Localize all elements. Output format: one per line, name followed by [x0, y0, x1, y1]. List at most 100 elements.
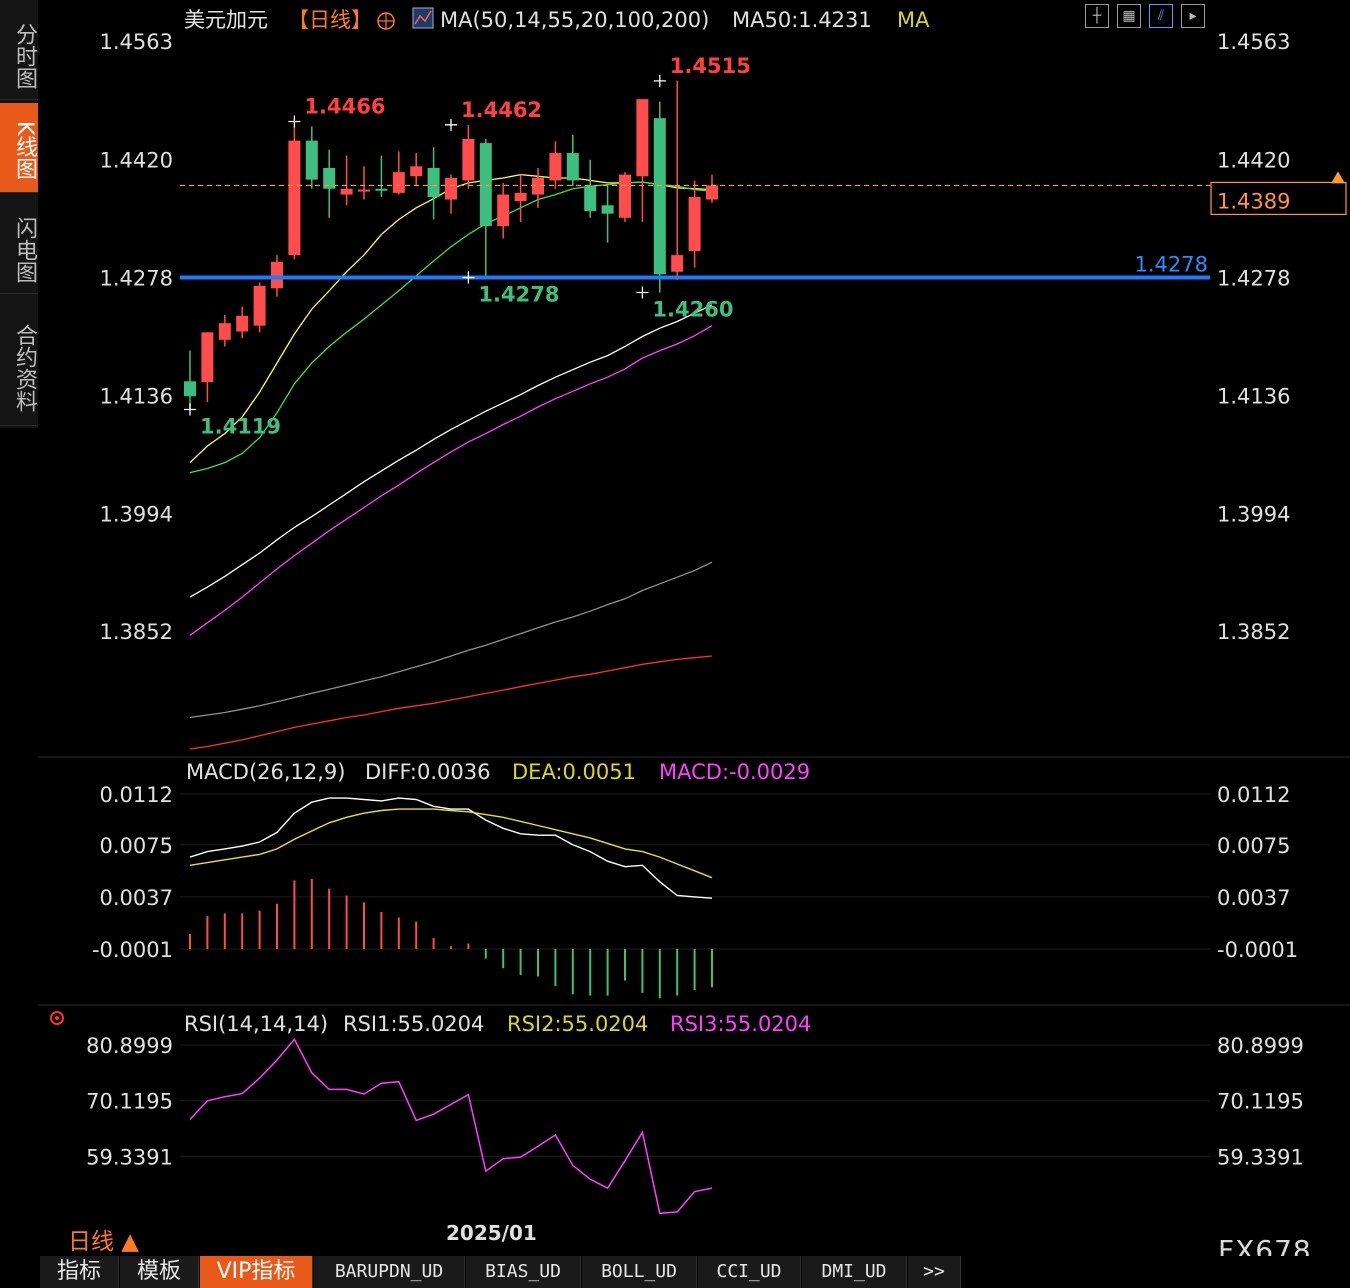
tab-bias[interactable]: BIAS_UD	[466, 1256, 581, 1288]
rsi-tick-label-right: 70.1195	[1217, 1090, 1304, 1114]
macd-tick-label-left: 0.0075	[100, 834, 173, 858]
candle-body	[410, 166, 423, 177]
price-annotation: 1.4515	[670, 54, 751, 78]
indicator-tab-bar: 指标 模板 VIP指标 BARUPDN_UD BIAS_UD BOLL_UD C…	[38, 1256, 1350, 1288]
candle-body	[253, 285, 266, 326]
candle-body	[358, 189, 370, 192]
rsi-tick-label-left: 70.1195	[86, 1090, 173, 1114]
macd-tick-label-left: 0.0037	[100, 886, 173, 910]
candle-body	[706, 185, 718, 200]
candle-body	[653, 118, 666, 275]
symbol-title: 美元加元	[184, 8, 268, 32]
period-selector[interactable]: 日线 ▲	[68, 1229, 139, 1255]
globe-icon[interactable]	[377, 12, 395, 30]
line-chart-icon[interactable]: ⫽	[1149, 4, 1173, 28]
price-annotation: 1.4278	[478, 283, 559, 307]
tab-dmi[interactable]: DMI_UD	[802, 1256, 907, 1288]
price-annotation: 1.4462	[461, 98, 542, 122]
rsi1-readout: RSI1:55.0204	[343, 1012, 484, 1036]
tab-barupdn[interactable]: BARUPDN_UD	[314, 1256, 465, 1288]
period-tag: 【日线】	[288, 8, 372, 32]
candle-body	[671, 255, 684, 272]
tab-templates[interactable]: 模板	[120, 1256, 199, 1288]
price-up-arrow-icon	[1331, 171, 1345, 184]
candle-body	[514, 192, 527, 202]
rsi3-readout: RSI3:55.0204	[670, 1012, 811, 1036]
macd-tick-label-right: -0.0001	[1217, 938, 1298, 962]
candle-body	[445, 177, 457, 200]
price-annotation: 1.4119	[200, 415, 281, 439]
macd-tick-label-right: 0.0037	[1217, 886, 1290, 910]
tab-flash-chart[interactable]: 闪电图	[0, 198, 38, 294]
ma-tag: MA	[897, 8, 930, 32]
tab-contract-info[interactable]: 合约资料	[0, 300, 38, 426]
y-tick-label-left: 1.4278	[100, 267, 173, 291]
extreme-marker	[184, 403, 196, 416]
tab-vip-indicators[interactable]: VIP指标	[200, 1256, 313, 1288]
rsi-line	[189, 1037, 713, 1215]
sidebar: 分时图 K线图 闪电图 合约资料	[0, 0, 38, 1288]
tab-indicators[interactable]: 指标	[40, 1256, 119, 1288]
ma-label: MA(50,14,55,20,100,200)	[440, 8, 709, 32]
macd-diff-readout: DIFF:0.0036	[365, 760, 490, 784]
price-annotation: 1.4260	[652, 297, 733, 321]
macd-diff-line	[189, 797, 713, 899]
current-price-label: 1.4389	[1217, 189, 1290, 213]
forward-icon[interactable]: ▸	[1181, 4, 1205, 28]
y-tick-label-left: 1.4563	[100, 30, 173, 54]
crosshair-icon[interactable]: ┼	[1085, 4, 1109, 28]
tab-more[interactable]: >>	[908, 1256, 961, 1288]
y-tick-label-right: 1.4420	[1217, 149, 1290, 173]
rsi-tick-label-left: 59.3391	[86, 1145, 173, 1169]
extreme-marker	[462, 271, 475, 284]
tab-kline-chart[interactable]: K线图	[0, 103, 38, 193]
x-axis-label: 2025/01	[446, 1221, 537, 1245]
macd-dea-line	[189, 808, 713, 879]
ma-line-3	[189, 325, 713, 636]
candle-body	[305, 140, 318, 180]
sidebar-spacer	[0, 428, 38, 1288]
candle-body	[688, 197, 701, 251]
rsi-tick-label-right: 59.3391	[1217, 1145, 1304, 1169]
indicator-icon[interactable]	[412, 7, 434, 29]
y-tick-label-right: 1.4278	[1217, 267, 1290, 291]
candle-body	[288, 140, 301, 256]
extreme-marker	[288, 115, 301, 128]
candle-body	[392, 172, 405, 193]
candle-body	[218, 323, 231, 340]
y-tick-label-right: 1.4136	[1217, 384, 1290, 408]
candle-body	[584, 186, 597, 212]
extreme-marker	[445, 118, 457, 131]
macd-title: MACD(26,12,9)	[186, 760, 346, 784]
candle-body	[427, 167, 440, 198]
macd-value-readout: MACD:-0.0029	[659, 760, 810, 784]
y-tick-label-left: 1.3994	[100, 502, 173, 526]
ma-line-5	[189, 655, 713, 750]
candle-body	[236, 315, 249, 332]
extreme-marker	[636, 286, 649, 299]
candle-body	[462, 138, 475, 181]
macd-dea-readout: DEA:0.0051	[512, 760, 636, 784]
candle-body	[340, 188, 353, 195]
macd-tick-label-left: 0.0112	[100, 783, 173, 807]
ma-line-2	[189, 304, 713, 598]
current-price-box	[1210, 181, 1347, 216]
candle-body	[201, 332, 214, 383]
candle-body	[375, 188, 388, 191]
candle-body	[566, 153, 579, 181]
tab-time-chart[interactable]: 分时图	[0, 0, 38, 100]
chart-grid-icon[interactable]: ▦	[1117, 4, 1141, 28]
macd-tick-label-left: -0.0001	[92, 938, 173, 962]
candle-body	[532, 177, 544, 195]
support-line-label: 1.4278	[1135, 253, 1208, 277]
tab-cci[interactable]: CCI_UD	[698, 1256, 801, 1288]
candle-body	[601, 205, 614, 214]
settings-icon[interactable]	[50, 1011, 64, 1025]
rsi-tick-label-right: 80.8999	[1217, 1034, 1304, 1058]
y-tick-label-left: 1.3852	[100, 620, 173, 644]
candle-body	[479, 143, 492, 227]
candle-body	[271, 261, 283, 289]
chart-canvas[interactable]: 美元加元 【日线】 MA(50,14,55,20,100,200) MA50:1…	[0, 0, 1350, 1256]
rsi-title: RSI(14,14,14)	[184, 1012, 328, 1036]
tab-boll[interactable]: BOLL_UD	[582, 1256, 697, 1288]
